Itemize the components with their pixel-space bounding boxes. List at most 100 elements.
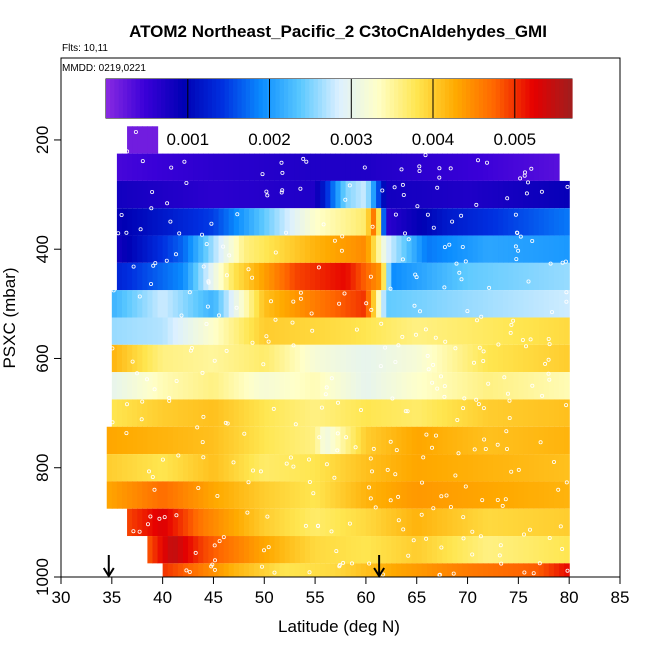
- heatmap-cell: [411, 180, 418, 209]
- heatmap-cell: [401, 180, 408, 209]
- heatmap-cell: [106, 481, 113, 509]
- heatmap-cell: [386, 317, 392, 345]
- sample-point: [250, 340, 255, 345]
- heatmap-cell: [508, 508, 514, 537]
- heatmap-cell: [365, 153, 372, 181]
- sample-point: [413, 332, 418, 337]
- heatmap-cell: [116, 180, 123, 209]
- heatmap-cell: [523, 454, 530, 482]
- heatmap-cell: [274, 262, 281, 291]
- heatmap-cell: [198, 508, 204, 537]
- heatmap-cell: [421, 317, 428, 345]
- sample-point: [307, 570, 312, 575]
- heatmap-cell: [142, 344, 148, 373]
- heatmap-cell: [177, 180, 184, 209]
- colorbar-segment: [110, 79, 116, 118]
- heatmap-cell: [360, 153, 367, 181]
- heatmap-cell: [147, 481, 154, 509]
- heatmap-cell: [172, 180, 179, 209]
- heatmap-cell: [233, 208, 240, 236]
- heatmap-cell: [223, 344, 230, 373]
- heatmap-cell: [177, 344, 184, 373]
- heatmap-cell: [370, 372, 377, 400]
- heatmap-cell: [137, 372, 143, 400]
- sample-point: [196, 485, 201, 490]
- heatmap-cell: [193, 372, 199, 400]
- sample-point: [176, 453, 181, 458]
- heatmap-cell: [177, 563, 184, 577]
- heatmap-cell: [482, 563, 489, 577]
- sample-point: [291, 343, 296, 348]
- heatmap-cell: [564, 180, 570, 209]
- heatmap-cell: [381, 208, 387, 236]
- heatmap-cell: [421, 563, 428, 577]
- heatmap-cell: [431, 235, 438, 263]
- sample-point: [462, 396, 467, 401]
- heatmap-cell: [340, 180, 347, 209]
- heatmap-cell: [360, 372, 367, 400]
- heatmap-cell: [310, 399, 316, 427]
- heatmap-cell: [152, 454, 159, 482]
- heatmap-cell: [218, 399, 225, 427]
- heatmap-cell: [350, 180, 357, 209]
- sample-point: [111, 288, 116, 293]
- heatmap-cell: [498, 536, 504, 564]
- heatmap-cell: [472, 180, 479, 209]
- colorbar-segment: [550, 79, 556, 118]
- heatmap-cell: [147, 372, 154, 400]
- heatmap-cell: [553, 426, 560, 455]
- heatmap-cell: [223, 536, 230, 564]
- heatmap-cell: [492, 153, 499, 181]
- colorbar-segment: [508, 79, 514, 118]
- heatmap-cell: [203, 317, 209, 345]
- heatmap-cell: [259, 290, 265, 318]
- heatmap-cell: [533, 290, 540, 318]
- heatmap-cell: [193, 208, 199, 236]
- heatmap-cell: [528, 208, 535, 236]
- heatmap-cell: [172, 372, 179, 400]
- heatmap-cell: [238, 235, 245, 263]
- heatmap-cell: [132, 426, 138, 455]
- sample-point: [138, 227, 143, 232]
- heatmap-cell: [320, 508, 326, 537]
- sample-point: [261, 362, 266, 367]
- heatmap-cell: [228, 235, 235, 263]
- heatmap-cell: [198, 235, 204, 263]
- heatmap-cell: [233, 153, 240, 181]
- heatmap-cell: [508, 372, 514, 400]
- sample-point: [524, 191, 529, 196]
- sample-point: [347, 521, 352, 526]
- heatmap-cell: [416, 180, 423, 209]
- sample-point: [481, 406, 486, 411]
- heatmap-cell: [411, 262, 418, 291]
- heatmap-cell: [365, 563, 372, 577]
- heatmap-cell: [543, 153, 550, 181]
- heatmap-cell: [198, 481, 204, 509]
- heatmap-cell: [411, 563, 418, 577]
- heatmap-cell: [360, 208, 367, 236]
- sample-point: [518, 176, 523, 181]
- heatmap-cell: [310, 372, 316, 400]
- heatmap-cell: [310, 508, 316, 537]
- heatmap-cell: [518, 399, 525, 427]
- heatmap-cell: [462, 481, 469, 509]
- heatmap-cell: [340, 317, 347, 345]
- heatmap-cell: [182, 426, 189, 455]
- heatmap-cell: [401, 317, 408, 345]
- colorbar-segment: [296, 79, 302, 118]
- heatmap-cell: [228, 372, 235, 400]
- heatmap-cell: [381, 481, 387, 509]
- heatmap-cell: [396, 563, 403, 577]
- heatmap-cell: [426, 508, 433, 537]
- heatmap-cell: [350, 399, 357, 427]
- heatmap-cell: [553, 372, 560, 400]
- heatmap-cell: [249, 344, 255, 373]
- heatmap-cell: [289, 153, 296, 181]
- sample-point: [513, 244, 518, 249]
- sample-point: [290, 320, 295, 325]
- sample-point: [417, 309, 422, 314]
- heatmap-cell: [208, 426, 215, 455]
- heatmap-cell: [487, 481, 494, 509]
- colorbar-segment: [432, 79, 438, 118]
- heatmap-cell: [157, 262, 164, 291]
